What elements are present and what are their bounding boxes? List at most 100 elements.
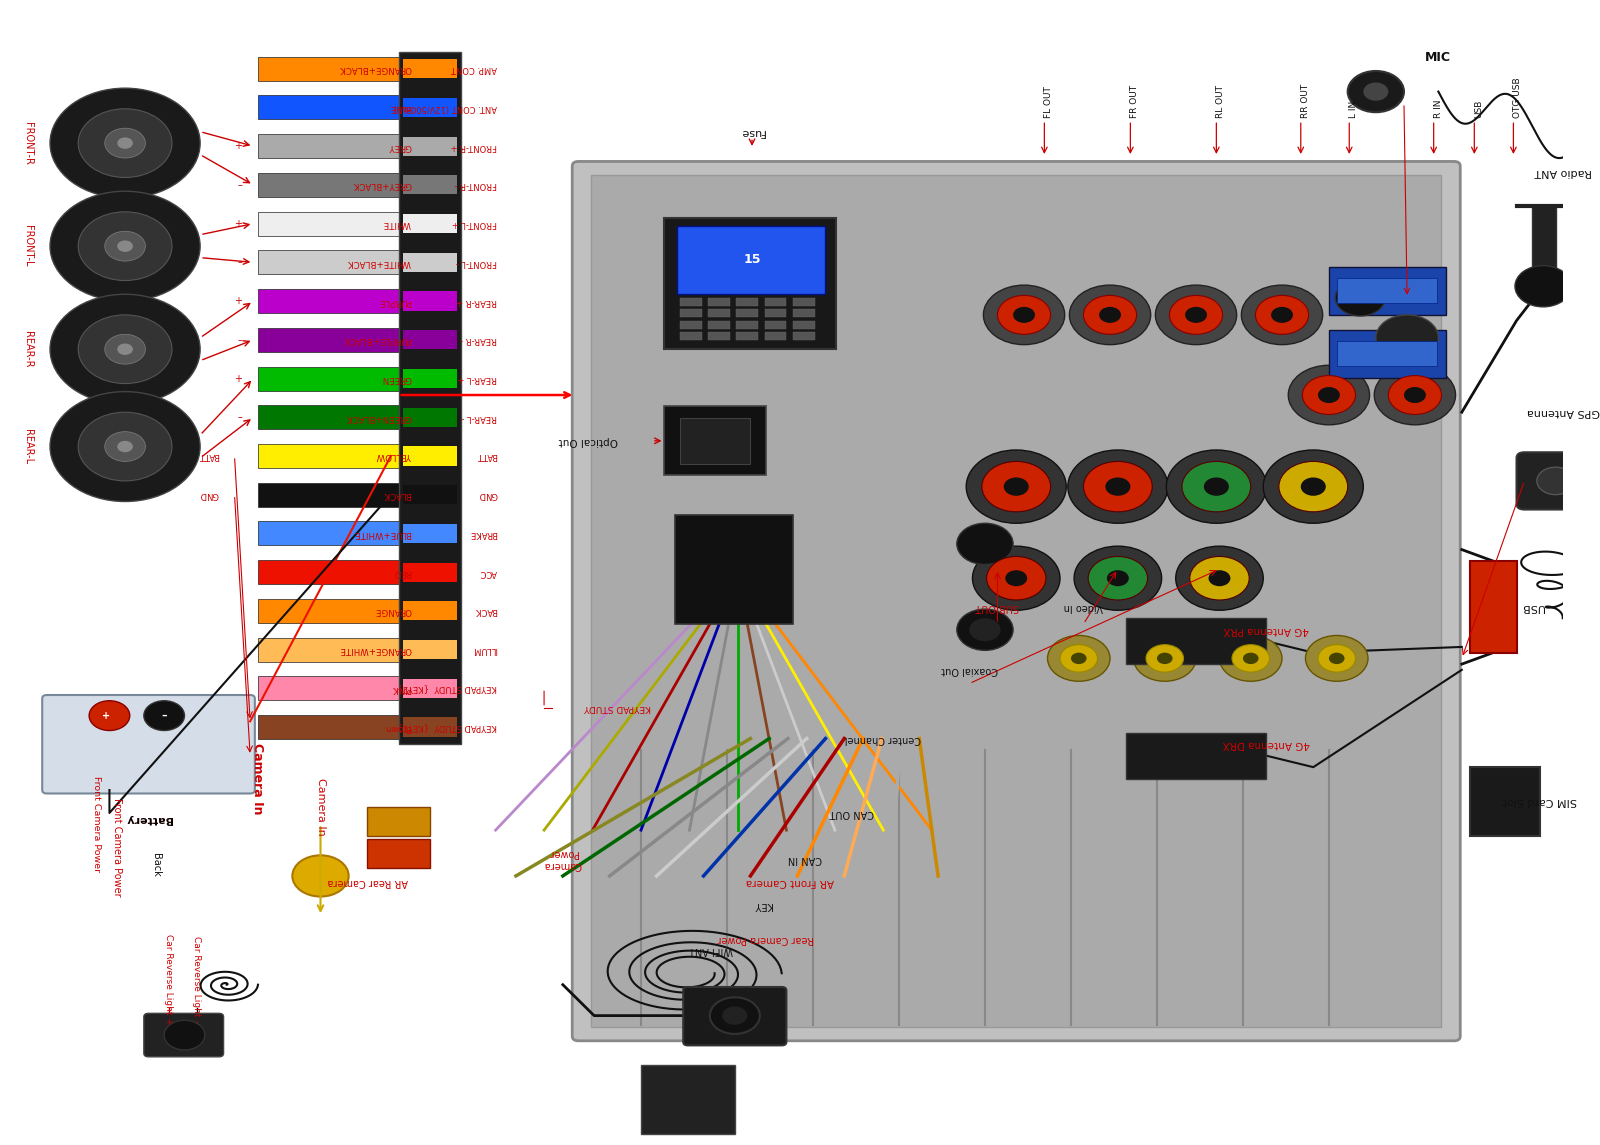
Bar [765, 332, 787, 340]
Bar [403, 485, 456, 504]
Circle shape [1099, 307, 1122, 323]
Bar [765, 309, 787, 317]
Circle shape [104, 432, 146, 461]
Text: PURPLE+BLACK: PURPLE+BLACK [342, 335, 411, 345]
Bar [765, 298, 787, 306]
Text: BATT: BATT [198, 451, 219, 460]
Bar [258, 57, 406, 80]
Circle shape [973, 546, 1061, 610]
Circle shape [1389, 376, 1442, 414]
Circle shape [1069, 285, 1150, 345]
Bar [398, 52, 461, 744]
Circle shape [104, 334, 146, 364]
Text: +: + [234, 297, 242, 306]
Text: RR OUT: RR OUT [1301, 84, 1310, 118]
Text: FRONT-L -: FRONT-L - [456, 258, 498, 267]
Bar [1533, 206, 1555, 275]
Circle shape [1347, 71, 1403, 112]
Circle shape [1302, 376, 1355, 414]
Text: AR Front Camera: AR Front Camera [746, 877, 834, 886]
Circle shape [710, 997, 760, 1034]
Text: REAR-R: REAR-R [22, 331, 34, 368]
Bar [403, 253, 456, 273]
Text: AR Rear Camera: AR Rear Camera [326, 877, 408, 886]
Circle shape [1190, 556, 1250, 600]
Circle shape [1155, 285, 1237, 345]
Circle shape [970, 618, 1000, 641]
Bar [403, 330, 456, 349]
Bar [792, 332, 814, 340]
Bar [403, 523, 456, 543]
Bar [736, 309, 758, 317]
FancyBboxPatch shape [42, 695, 254, 793]
Text: WHITE: WHITE [382, 219, 411, 228]
Text: YELLOW: YELLOW [376, 451, 411, 460]
Circle shape [1306, 635, 1368, 681]
Text: CAN IN: CAN IN [789, 854, 822, 863]
Text: KEYPAD STUDY: KEYPAD STUDY [584, 703, 651, 712]
Text: +: + [102, 711, 110, 720]
Text: ORANGE+BLACK: ORANGE+BLACK [339, 64, 411, 73]
Text: Video In: Video In [1064, 602, 1102, 611]
Circle shape [1005, 570, 1027, 586]
Circle shape [1264, 450, 1363, 523]
Circle shape [1208, 570, 1230, 586]
Text: OTG USB: OTG USB [1514, 78, 1523, 118]
Text: Front Camera Power: Front Camera Power [93, 776, 101, 872]
Bar [403, 640, 456, 660]
Text: FR OUT: FR OUT [1130, 85, 1139, 118]
Circle shape [90, 701, 130, 731]
Bar [792, 321, 814, 329]
Circle shape [1013, 307, 1035, 323]
Circle shape [144, 701, 184, 731]
Text: USB: USB [1520, 602, 1544, 611]
Text: BLUE: BLUE [389, 103, 411, 112]
Bar [258, 716, 406, 739]
Text: Coaxial Out: Coaxial Out [941, 665, 998, 674]
Circle shape [1318, 645, 1355, 672]
Circle shape [1363, 82, 1389, 101]
Circle shape [1243, 653, 1259, 664]
Text: SUB OUT: SUB OUT [976, 602, 1019, 611]
Circle shape [1083, 461, 1152, 512]
Text: Optical Out: Optical Out [558, 436, 618, 445]
Text: BRAKE: BRAKE [469, 529, 498, 538]
Circle shape [1330, 653, 1344, 664]
Bar [792, 298, 814, 306]
Text: –: – [237, 412, 242, 423]
Bar [709, 321, 730, 329]
Circle shape [957, 609, 1013, 650]
Text: REAR-L +: REAR-L + [458, 374, 498, 384]
Bar [1470, 561, 1517, 653]
Bar [680, 298, 702, 306]
FancyBboxPatch shape [683, 987, 787, 1045]
Text: R IN: R IN [1434, 100, 1443, 118]
Bar [403, 175, 456, 195]
Bar [642, 1065, 734, 1134]
Text: Brown: Brown [384, 722, 411, 732]
Bar [258, 251, 406, 275]
Bar [709, 298, 730, 306]
Circle shape [1061, 645, 1098, 672]
Bar [258, 95, 406, 119]
Bar [258, 560, 406, 584]
Bar [403, 679, 456, 698]
Circle shape [1074, 546, 1162, 610]
Bar [765, 321, 787, 329]
Bar [664, 406, 766, 475]
Text: BATT: BATT [477, 451, 498, 460]
Text: Fuse: Fuse [739, 127, 765, 136]
Text: 15: 15 [744, 253, 760, 267]
Circle shape [997, 295, 1051, 334]
Circle shape [1270, 307, 1293, 323]
Circle shape [50, 191, 200, 301]
Text: Center Channel: Center Channel [845, 734, 922, 743]
Circle shape [1232, 645, 1269, 672]
Text: CAN OUT: CAN OUT [830, 808, 874, 818]
Text: Camera In: Camera In [251, 743, 264, 814]
Bar [403, 136, 456, 156]
Bar [258, 212, 406, 236]
Text: –: – [237, 258, 242, 267]
Bar [736, 321, 758, 329]
Circle shape [1157, 653, 1173, 664]
